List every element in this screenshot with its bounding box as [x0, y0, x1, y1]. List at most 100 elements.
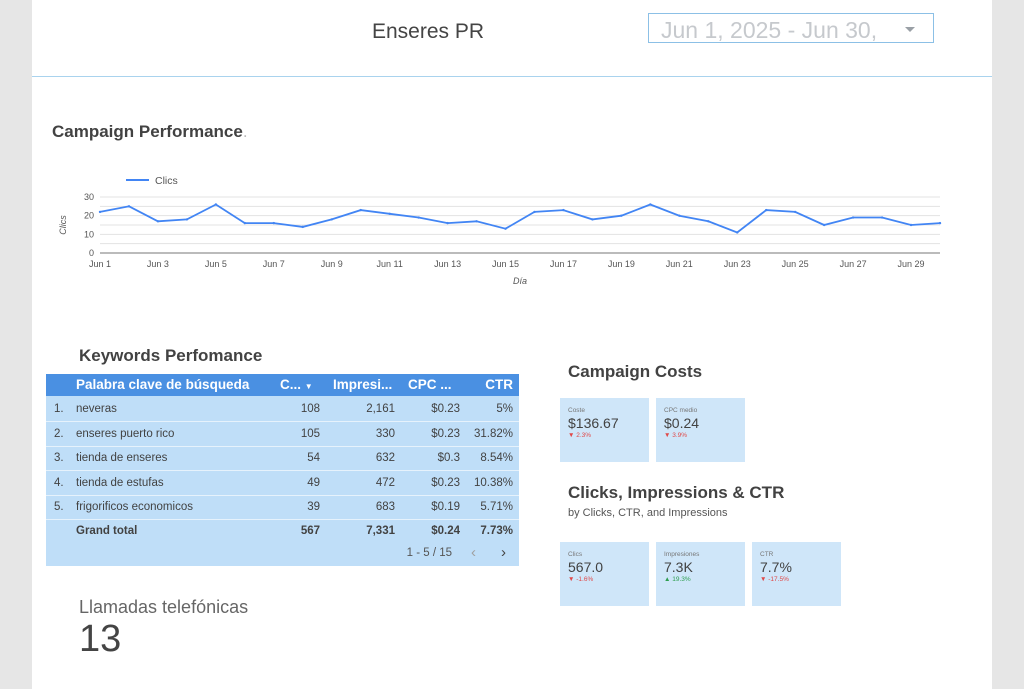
row-number: 3.	[54, 452, 64, 464]
data-point	[822, 223, 826, 227]
clicks-line-chart: 0 10 20 30 Jun 1 Jun 3 Jun 5 Jun 7 Jun 9 Jun 11 Ju…	[52, 170, 952, 300]
ctr-cell: 5%	[496, 403, 513, 415]
campaign-costs-title: Campaign Costs	[568, 362, 703, 381]
table-row[interactable]: 4. tienda de estufas 49 472 $0.23 10.38%	[46, 471, 519, 496]
table-total-row: Grand total 567 7,331 $0.24 7.73%	[46, 519, 519, 543]
campaign-performance-title-text: Campaign Performance	[52, 122, 243, 141]
keyword-cell: tienda de estufas	[76, 476, 164, 489]
col-header-ctr[interactable]: CTR	[485, 377, 513, 392]
x-tick-label: Jun 19	[608, 259, 635, 269]
impressions-cell: 330	[375, 427, 395, 440]
data-point	[707, 220, 710, 223]
legend-label: Clics	[155, 175, 178, 187]
col-header-cpc[interactable]: CPC ...	[408, 377, 452, 392]
scorecard-change: ▼ -1.6%	[568, 576, 593, 583]
data-point	[765, 208, 768, 212]
x-tick-label: Jun 27	[840, 259, 867, 269]
data-point	[359, 208, 362, 212]
chevron-down-icon	[905, 27, 915, 32]
scorecard-label: CTR	[760, 551, 774, 558]
ctr-cell: 10.38%	[473, 476, 513, 489]
scorecard-value: $0.24	[664, 415, 700, 431]
scorecard-coste[interactable]: Coste $136.67 ▼ 2.3%	[560, 398, 649, 462]
row-number: 5.	[54, 501, 64, 513]
data-point	[649, 203, 652, 206]
data-point	[533, 210, 536, 214]
scorecard-change: ▼ -17.5%	[760, 576, 789, 583]
data-point	[938, 221, 942, 225]
scorecard-value: 567.0	[568, 559, 604, 575]
scorecard-label: Clics	[568, 551, 583, 558]
data-point	[301, 225, 304, 229]
calls-value: 13	[79, 618, 122, 660]
x-tick-label: Jun 17	[550, 259, 577, 269]
col-header-clicks[interactable]: C... ▼	[280, 377, 313, 392]
arrow-down-icon: ▼	[760, 576, 769, 583]
data-point	[243, 221, 247, 225]
impressions-cell: 683	[375, 501, 395, 513]
y-axis-label: Clics	[58, 215, 68, 235]
y-tick-label: 20	[84, 211, 94, 221]
scorecard-impresiones[interactable]: Impresiones 7.3K ▲ 19.3%	[656, 542, 745, 606]
cpc-cell: $0.23	[431, 403, 460, 415]
impressions-cell: 472	[375, 476, 395, 489]
date-range-text: Jun 1, 2025 - Jun 30,	[661, 17, 878, 43]
sort-desc-icon: ▼	[304, 382, 313, 391]
chevron-left-icon[interactable]: ‹	[471, 544, 476, 561]
clicks-cell: 49	[307, 476, 320, 489]
scorecard-change: ▼ 3.9%	[664, 432, 687, 439]
header-divider	[32, 76, 992, 77]
report-page: Enseres PR Jun 1, 2025 - Jun 30, Campaig…	[32, 0, 992, 689]
x-tick-label: Jun 29	[898, 259, 925, 269]
x-tick-label: Jun 13	[434, 259, 461, 269]
scorecard-change-value: -17.5%	[768, 576, 789, 583]
report-title: Enseres PR	[372, 20, 485, 43]
x-tick-label: Jun 7	[263, 259, 285, 269]
title-suffix: .	[242, 122, 248, 141]
chart-svg: 0 10 20 30 Jun 1 Jun 3 Jun 5 Jun 7 Jun 9 Jun 11 Ju…	[58, 175, 942, 286]
impressions-cell: 632	[375, 452, 395, 464]
data-point	[562, 208, 565, 212]
y-tick-label: 30	[84, 192, 94, 202]
col-header-keyword[interactable]: Palabra clave de búsqueda	[76, 377, 250, 392]
arrow-up-icon: ▲	[664, 576, 673, 583]
row-number: 2.	[54, 427, 64, 440]
data-point	[98, 210, 102, 214]
table-row[interactable]: 3. tienda de enseres 54 632 $0.3 8.54%	[46, 446, 519, 471]
scorecard-value: 7.7%	[760, 559, 792, 575]
scorecard-change-value: 3.9%	[672, 432, 688, 439]
keyword-cell: neveras	[76, 403, 117, 415]
data-point	[475, 220, 478, 223]
keyword-cell: frigorificos economicos	[76, 501, 193, 513]
campaign-performance-title: Campaign Performance.	[52, 122, 248, 142]
keywords-table: Palabra clave de búsqueda C... ▼ Impresi…	[46, 374, 519, 566]
data-point	[504, 227, 507, 230]
row-number: 4.	[54, 476, 64, 489]
table-row[interactable]: 1. neveras 108 2,161 $0.23 5%	[46, 397, 519, 422]
chevron-right-icon[interactable]: ›	[501, 544, 506, 561]
data-point	[446, 221, 449, 225]
scorecard-clics[interactable]: Clics 567.0 ▼ -1.6%	[560, 542, 649, 606]
x-tick-label: Jun 9	[321, 259, 343, 269]
keyword-cell: enseres puerto rico	[76, 427, 175, 440]
x-tick-label: Jun 1	[89, 259, 111, 269]
total-ctr: 7.73%	[480, 525, 513, 537]
arrow-down-icon: ▼	[568, 576, 577, 583]
scorecard-cpc-medio[interactable]: CPC medio $0.24 ▼ 3.9%	[656, 398, 745, 462]
date-range-picker[interactable]: Jun 1, 2025 - Jun 30,	[648, 13, 934, 43]
data-point	[620, 214, 623, 217]
data-point	[678, 214, 681, 217]
col-header-clicks-label: C...	[280, 377, 302, 392]
keyword-cell: tienda de enseres	[76, 452, 168, 464]
data-point	[736, 231, 739, 234]
x-tick-label: Jun 15	[492, 259, 519, 269]
scorecard-ctr[interactable]: CTR 7.7% ▼ -17.5%	[752, 542, 841, 606]
data-point	[909, 223, 913, 227]
ctr-cell: 31.82%	[473, 427, 513, 440]
scorecard-change: ▼ 2.3%	[568, 432, 591, 439]
table-row[interactable]: 2. enseres puerto rico 105 330 $0.23 31.82%	[46, 422, 519, 447]
data-point	[417, 216, 420, 219]
arrow-down-icon: ▼	[664, 432, 673, 439]
table-row[interactable]: 5. frigorificos economicos 39 683 $0.19 5.71%	[46, 495, 519, 520]
col-header-impressions[interactable]: Impresi...	[333, 377, 393, 392]
